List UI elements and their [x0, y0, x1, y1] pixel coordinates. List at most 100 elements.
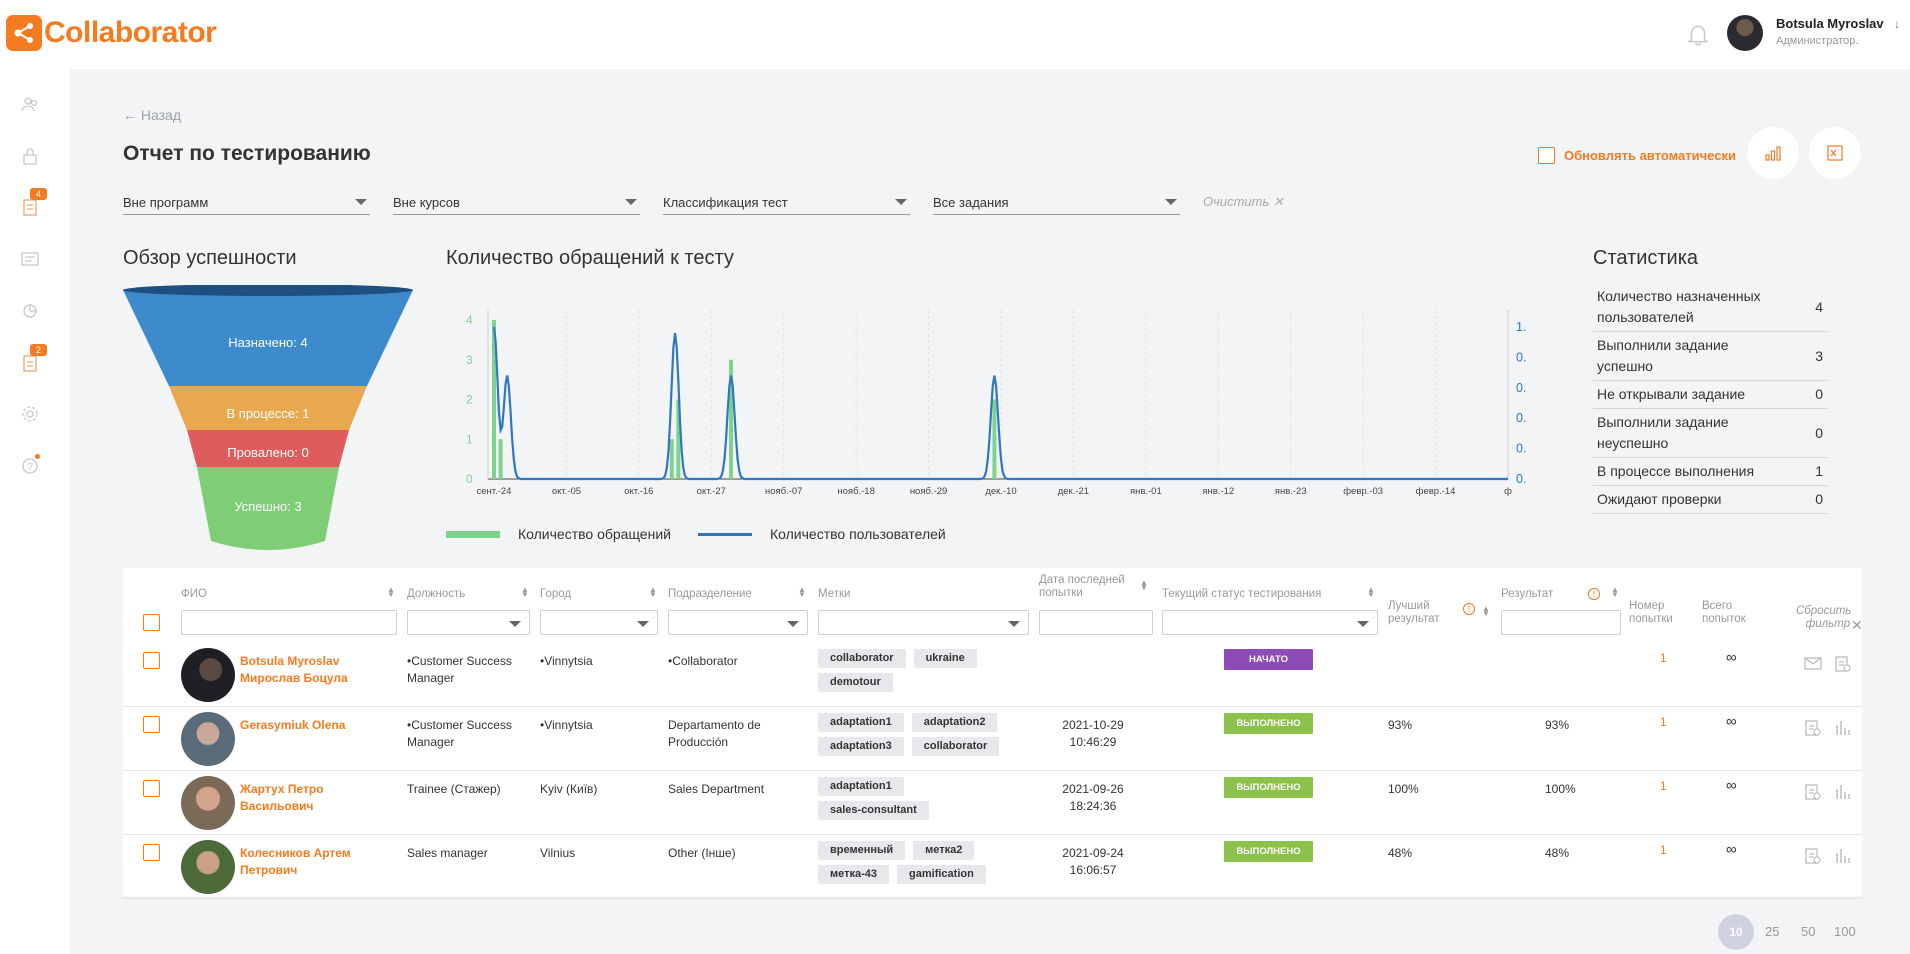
bell-icon[interactable]: [1685, 21, 1711, 50]
sort-icon[interactable]: ▲ ▼: [387, 585, 395, 599]
city-filter-select[interactable]: [540, 610, 658, 635]
position-filter-select[interactable]: [407, 610, 530, 635]
tags-filter-select[interactable]: [818, 610, 1029, 635]
bar-chart-icon[interactable]: [1834, 719, 1852, 737]
page-size-10[interactable]: 10: [1718, 914, 1754, 950]
info-icon[interactable]: !: [1588, 588, 1600, 600]
fio-filter-input[interactable]: [181, 610, 397, 635]
report-icon[interactable]: [1804, 719, 1822, 737]
header-tags[interactable]: Метки: [818, 588, 851, 600]
header-position[interactable]: Должность: [407, 588, 466, 600]
classification-filter[interactable]: Классификация тест: [663, 191, 910, 215]
avatar[interactable]: [181, 840, 235, 894]
sort-icon[interactable]: ▲ ▼: [1367, 585, 1375, 599]
header-city[interactable]: Город: [540, 588, 572, 600]
app-logo[interactable]: Collaborator: [6, 15, 217, 51]
course-filter[interactable]: Вне курсов: [393, 191, 640, 215]
row-checkbox[interactable]: [143, 844, 160, 861]
sort-icon[interactable]: ▲ ▼: [1611, 585, 1619, 599]
user-name-link[interactable]: Gerasymiuk Olena: [240, 718, 346, 732]
users-icon[interactable]: [20, 94, 40, 114]
row-checkbox[interactable]: [143, 716, 160, 733]
reports-icon[interactable]: [20, 301, 40, 321]
result-filter-input[interactable]: [1501, 610, 1621, 635]
header-status[interactable]: Текущий статус тестирования: [1162, 588, 1322, 600]
sort-icon[interactable]: ▲ ▼: [1482, 604, 1490, 618]
header-last-attempt[interactable]: Дата последней попытки: [1039, 574, 1125, 599]
tag-chip[interactable]: временный: [818, 841, 906, 860]
clear-filters-button[interactable]: Очистить ✕: [1203, 194, 1284, 209]
page-size-100[interactable]: 100: [1834, 924, 1856, 939]
tasks-icon[interactable]: [20, 197, 40, 217]
gear-icon[interactable]: [20, 404, 40, 424]
tag-chip[interactable]: demotour: [818, 673, 893, 692]
department-filter-select[interactable]: [668, 610, 808, 635]
tag-chip[interactable]: метка-43: [818, 865, 890, 884]
sort-icon[interactable]: ▲ ▼: [1140, 578, 1148, 592]
tag-chip[interactable]: sales-consultant: [818, 801, 929, 820]
table-row[interactable]: Gerasymiuk Olena •Customer Success Manage…: [123, 707, 1862, 771]
attempt-number-link[interactable]: 1: [1660, 651, 1667, 665]
tag-chip[interactable]: gamification: [897, 865, 986, 884]
bar-chart-icon[interactable]: [1834, 783, 1852, 801]
chevron-down-icon[interactable]: ↓: [1894, 17, 1900, 31]
tag-chip[interactable]: collaborator: [911, 737, 1000, 756]
lock-icon[interactable]: [20, 146, 40, 166]
header-fio[interactable]: ФИО: [181, 588, 207, 600]
department-cell: •Collaborator: [668, 654, 738, 668]
tag-chip[interactable]: adaptation3: [818, 737, 904, 756]
task-filter[interactable]: Все задания: [933, 191, 1180, 215]
tag-chip[interactable]: метка2: [913, 841, 975, 860]
select-all-checkbox[interactable]: [143, 614, 160, 631]
report-icon[interactable]: [1834, 655, 1852, 673]
sort-icon[interactable]: ▲ ▼: [798, 585, 806, 599]
close-icon[interactable]: ✕: [1851, 617, 1863, 633]
tag-chip[interactable]: collaborator: [818, 649, 906, 668]
sort-icon[interactable]: ▲ ▼: [521, 585, 529, 599]
page-size-50[interactable]: 50: [1801, 924, 1816, 939]
program-filter[interactable]: Вне программ: [123, 191, 370, 215]
sort-icon[interactable]: ▲ ▼: [649, 585, 657, 599]
user-name-link[interactable]: Жартух Петро Васильович: [240, 782, 324, 813]
user-name-link[interactable]: Botsula Myroslav Мирослав Боцула: [240, 654, 348, 685]
avatar[interactable]: [181, 648, 235, 702]
report-icon[interactable]: [1804, 847, 1822, 865]
avatar[interactable]: [181, 776, 235, 830]
date-filter-input[interactable]: [1039, 610, 1153, 635]
back-link[interactable]: ← Назад: [123, 107, 182, 123]
table-row[interactable]: Botsula Myroslav Мирослав Боцула •Custome…: [123, 643, 1862, 707]
header-result[interactable]: Результат: [1501, 588, 1554, 600]
export-report-button[interactable]: [1747, 127, 1799, 179]
tag-chip[interactable]: adaptation1: [818, 713, 904, 732]
avatar[interactable]: [1727, 15, 1763, 51]
user-name-link[interactable]: Колесников Артем Петрович: [240, 846, 351, 877]
header-department[interactable]: Подразделение: [668, 588, 752, 600]
info-icon[interactable]: !: [1463, 603, 1475, 615]
bar-chart-icon[interactable]: [1834, 847, 1852, 865]
table-row[interactable]: Колесников Артем Петрович Sales manager Vi…: [123, 835, 1862, 899]
page-size-25[interactable]: 25: [1765, 924, 1780, 939]
clipboard-icon[interactable]: [20, 353, 40, 373]
reset-filter-link[interactable]: Сбросить фильтр: [1796, 605, 1852, 630]
auto-refresh-checkbox[interactable]: [1538, 147, 1555, 164]
export-excel-button[interactable]: [1809, 127, 1861, 179]
email-icon[interactable]: [1804, 655, 1822, 671]
row-checkbox[interactable]: [143, 780, 160, 797]
avatar[interactable]: [181, 712, 235, 766]
tag-chip[interactable]: ukraine: [913, 649, 977, 668]
user-name[interactable]: Botsula Myroslav: [1776, 16, 1884, 31]
attempt-number-link[interactable]: 1: [1660, 779, 1667, 793]
status-filter-select[interactable]: [1162, 610, 1378, 635]
help-icon[interactable]: ?: [20, 456, 40, 476]
auto-refresh-toggle[interactable]: Обновлять автоматически: [1538, 147, 1736, 164]
header-attempt-number[interactable]: Номер попытки: [1629, 600, 1673, 625]
attempt-number-link[interactable]: 1: [1660, 843, 1667, 857]
header-best-result[interactable]: Лучший результат: [1388, 600, 1440, 625]
tag-chip[interactable]: adaptation2: [911, 713, 998, 732]
attempt-number-link[interactable]: 1: [1660, 715, 1667, 729]
row-checkbox[interactable]: [143, 652, 160, 669]
table-row[interactable]: Жартух Петро Васильович Trainee (Стажер) K…: [123, 771, 1862, 835]
report-icon[interactable]: [1804, 783, 1822, 801]
catalog-icon[interactable]: [20, 249, 40, 269]
tag-chip[interactable]: adaptation1: [818, 777, 904, 796]
